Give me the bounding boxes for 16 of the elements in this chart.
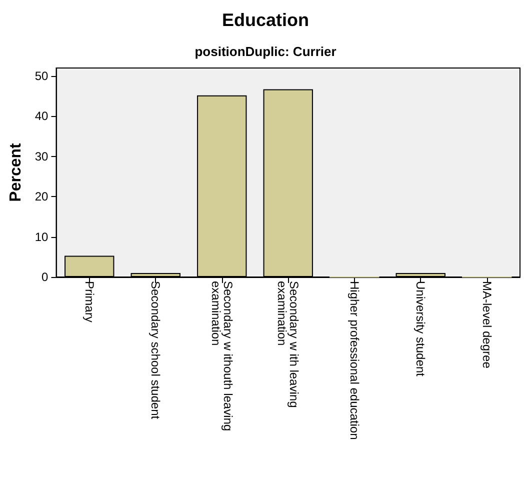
y-tick-label: 30 (34, 149, 49, 164)
y-tick-label: 50 (34, 69, 49, 84)
chart-title: Education (222, 10, 310, 30)
y-tick-label: 10 (34, 230, 49, 244)
x-tick-label: Secondary w ith leaving examination (275, 281, 302, 412)
y-tick-label: 40 (34, 109, 49, 124)
y-tick-label: 0 (42, 270, 49, 284)
x-tick-label: University student (414, 281, 428, 378)
x-tick-label: Higher professional education (347, 281, 362, 440)
x-tick-label: Secondary w ithouth leaving examination (208, 281, 235, 434)
chart-subtitle: positionDuplic: Currier (194, 44, 336, 59)
x-tick-label: Secondary school student (148, 281, 163, 420)
x-tick-label: Primary (82, 281, 96, 322)
y-axis-title: Percent (8, 142, 24, 202)
x-tick-label: MA-level degree (480, 281, 494, 369)
y-tick-label: 20 (34, 190, 49, 204)
